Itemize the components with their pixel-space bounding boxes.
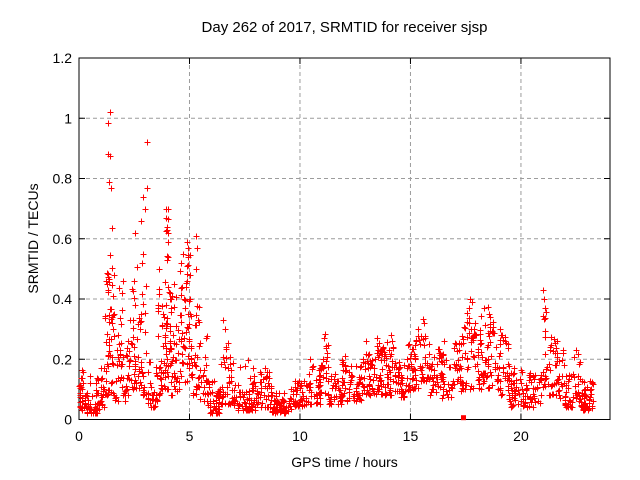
y-tick-label: 0 xyxy=(64,412,72,428)
y-tick-label: 0.2 xyxy=(53,351,73,367)
y-tick-label: 0.6 xyxy=(53,231,73,247)
y-tick-label: 1.2 xyxy=(53,50,73,66)
x-tick-label: 15 xyxy=(403,428,419,444)
y-tick-label: 0.4 xyxy=(53,291,73,307)
y-tick-labels: 0 0.2 0.4 0.6 0.8 1 1.2 xyxy=(53,50,73,428)
x-tick-label: 20 xyxy=(513,428,529,444)
chart-title: Day 262 of 2017, SRMTID for receiver sjs… xyxy=(202,19,488,36)
x-axis-label: GPS time / hours xyxy=(291,454,398,470)
y-tick-label: 1 xyxy=(64,110,72,126)
y-axis-label: SRMTID / TECUs xyxy=(25,183,41,293)
y-tick-label: 0.8 xyxy=(53,171,73,187)
x-tick-labels: 0 5 10 15 20 xyxy=(75,428,529,444)
square-marker xyxy=(460,415,466,421)
x-tick-label: 5 xyxy=(186,428,194,444)
scatter-plus-markers xyxy=(76,109,597,417)
axes-frame xyxy=(78,57,611,420)
x-tick-label: 0 xyxy=(75,428,83,444)
data-points xyxy=(76,109,597,421)
x-tick-label: 10 xyxy=(292,428,308,444)
